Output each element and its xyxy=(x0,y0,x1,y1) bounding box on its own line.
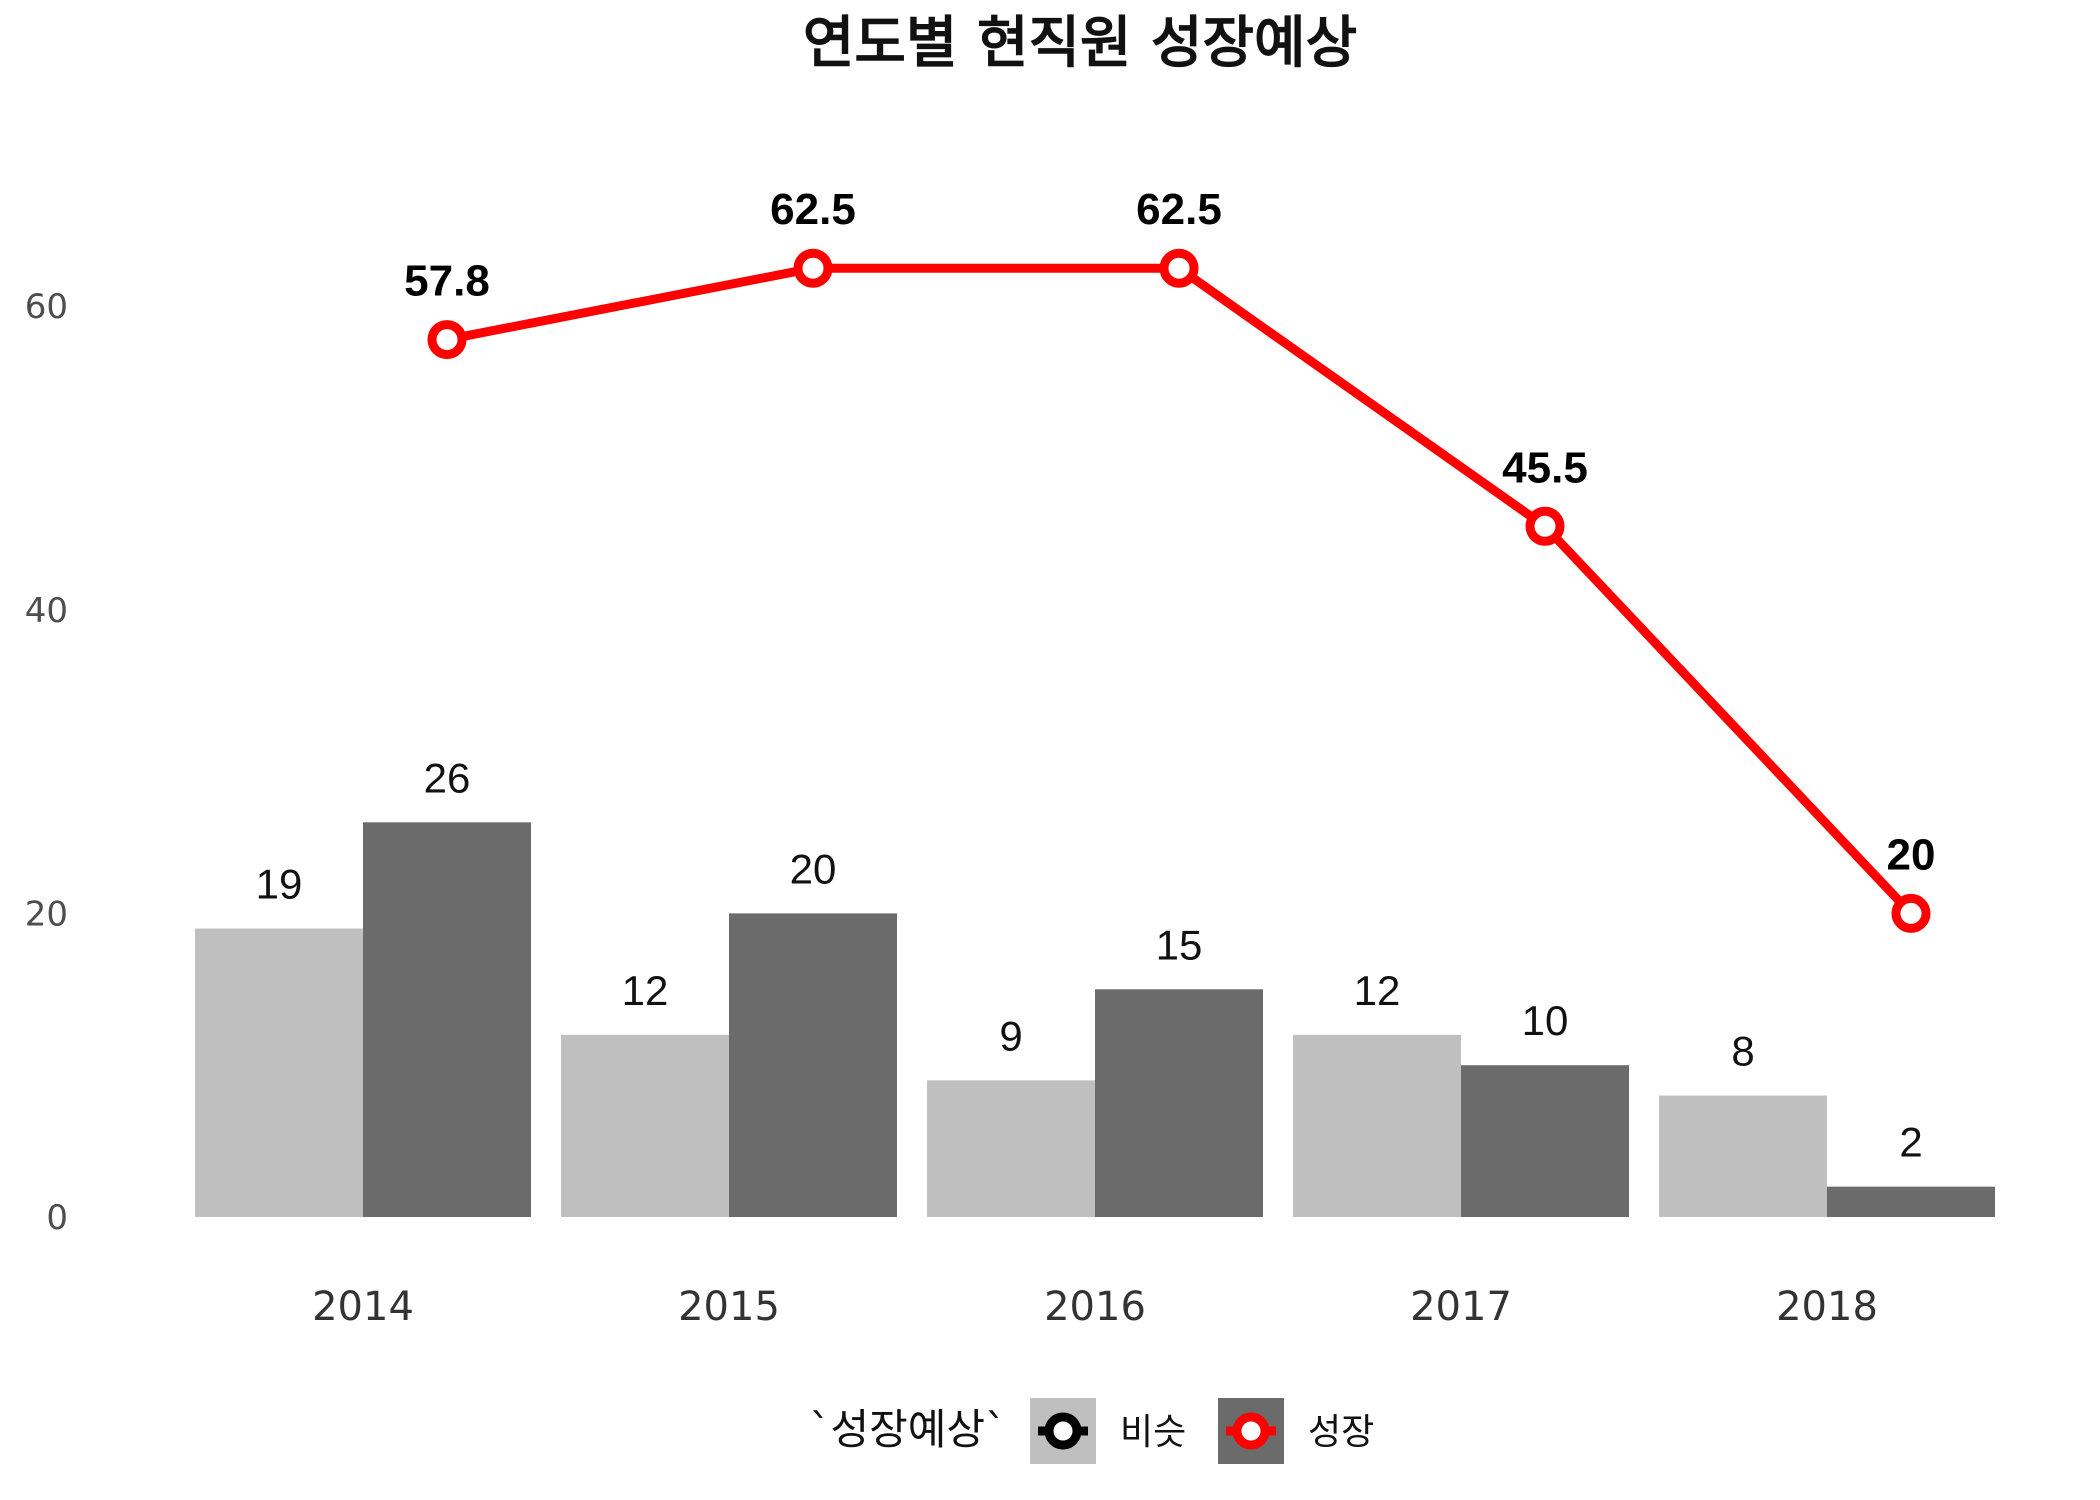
bar-label: 12 xyxy=(622,967,669,1014)
legend-label: 비슷 xyxy=(1120,1412,1186,1453)
bar xyxy=(363,822,531,1217)
x-tick-label: 2016 xyxy=(1044,1284,1146,1330)
bar-label: 12 xyxy=(1354,967,1401,1014)
bar-label: 20 xyxy=(790,845,837,892)
line-point xyxy=(1891,893,1931,933)
bar-label: 15 xyxy=(1156,921,1203,968)
y-tick-label: 40 xyxy=(25,591,68,631)
x-axis: 2014 2015 2016 2017 2018 xyxy=(312,1284,1878,1330)
bars xyxy=(195,822,1995,1217)
line-point-label: 62.5 xyxy=(770,185,856,234)
y-axis: 0 20 40 60 xyxy=(25,287,68,1238)
chart-title: 연도별 현직원 성장예상 xyxy=(803,11,1357,76)
legend-marker xyxy=(1044,1412,1082,1450)
bar-label: 26 xyxy=(424,754,471,801)
line-point xyxy=(427,320,467,360)
bar xyxy=(561,1034,729,1217)
legend-marker xyxy=(1232,1412,1270,1450)
bar-label: 2 xyxy=(1899,1119,1922,1166)
x-tick-label: 2018 xyxy=(1776,1284,1878,1330)
line-point xyxy=(1525,506,1565,546)
legend: `성장예상` 비슷 성장 xyxy=(809,1398,1374,1464)
line-path xyxy=(442,263,1916,918)
legend-label: 성장 xyxy=(1308,1412,1374,1453)
line-series: 57.8 62.5 62.5 45.5 20 xyxy=(404,185,1936,933)
x-tick-label: 2017 xyxy=(1410,1284,1512,1330)
y-tick-label: 0 xyxy=(46,1198,68,1238)
bar-label: 8 xyxy=(1731,1028,1754,1075)
bar xyxy=(1095,989,1263,1217)
bar-labels: 19 26 12 20 9 15 12 10 8 2 xyxy=(256,754,1923,1165)
bar xyxy=(195,928,363,1217)
line-point-label: 62.5 xyxy=(1136,185,1222,234)
bar xyxy=(1293,1034,1461,1217)
bar xyxy=(1461,1065,1629,1217)
bar-label: 10 xyxy=(1522,997,1569,1044)
legend-item: 비슷 xyxy=(1030,1398,1186,1464)
line-point-label: 20 xyxy=(1887,830,1936,879)
x-tick-label: 2014 xyxy=(312,1284,414,1330)
y-tick-label: 60 xyxy=(25,287,68,327)
x-tick-label: 2015 xyxy=(678,1284,780,1330)
line-point-label: 57.8 xyxy=(404,257,490,306)
line-point-label: 45.5 xyxy=(1502,443,1588,492)
bar xyxy=(927,1080,1095,1217)
legend-item: 성장 xyxy=(1218,1398,1374,1464)
line-point xyxy=(1159,248,1199,288)
bar xyxy=(729,913,897,1217)
bar-label: 19 xyxy=(256,861,303,908)
line-point xyxy=(793,248,833,288)
bar-label: 9 xyxy=(999,1012,1022,1059)
legend-title: `성장예상` xyxy=(809,1405,1006,1454)
bar xyxy=(1827,1186,1995,1217)
bar xyxy=(1659,1095,1827,1217)
y-tick-label: 20 xyxy=(25,894,68,934)
